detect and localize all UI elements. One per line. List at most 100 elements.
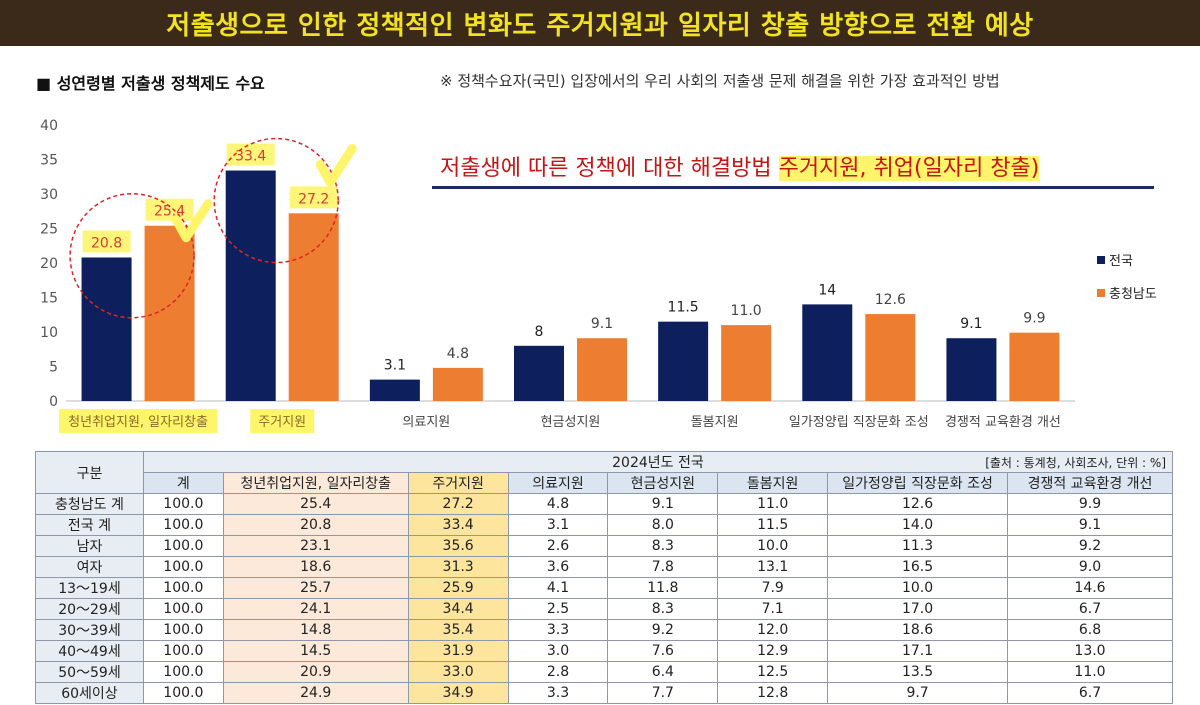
table-cell: 3.0 [507, 640, 609, 662]
y-tick-label: 0 [49, 394, 58, 410]
x-tick-label: 돌봄지원 [691, 415, 739, 430]
data-label: 9.9 [1023, 311, 1045, 327]
check-mark-icon [171, 199, 213, 243]
column-header: 경쟁적 교육환경 개선 [1007, 472, 1173, 494]
table-cell: 100.0 [142, 640, 224, 662]
table-cell: 20.8 [222, 514, 409, 536]
table-cell: 9.1 [607, 493, 719, 515]
table-cell: 3.3 [507, 682, 609, 704]
data-label: 3.1 [384, 358, 406, 374]
table-cell: 100.0 [142, 598, 224, 620]
table-cell: 3.6 [507, 556, 609, 578]
category-highlight [250, 409, 315, 433]
row-label: 20～29세 [35, 598, 144, 620]
category-highlight [59, 409, 218, 433]
data-label: 11.0 [731, 303, 762, 319]
table-cell: 12.8 [717, 682, 829, 704]
table-cell: 4.1 [507, 577, 609, 599]
table-row: 30～39세 100.0 14.8 35.4 3.3 9.2 12.0 18.6 6.8 [35, 619, 1173, 641]
table-cell: 17.1 [827, 640, 1009, 662]
table-body: 충청남도 계 100.0 25.4 27.2 4.8 9.1 11.0 12.6 9.9 전국 계… [35, 493, 1173, 704]
table-group-row: 구분 2024년도 전국 [출처 : 통계청, 사회조사, 단위 : %] [35, 451, 1174, 494]
callout-plain: 저출생에 따른 정책에 대한 해결방법 [440, 156, 779, 181]
header-banner: 저출생으로 인한 정책적인 변화도 주거지원과 일자리 창출 방향으로 전환 예… [0, 0, 1200, 46]
callout-text: 저출생에 따른 정책에 대한 해결방법 주거지원, 취업(일자리 창출) [440, 150, 1040, 182]
data-label: 9.1 [960, 316, 982, 332]
table-cell: 8.3 [607, 598, 719, 620]
table-cell: 6.4 [607, 661, 719, 683]
group-title: 2024년도 전국 [612, 455, 704, 471]
table-cell: 25.4 [222, 493, 409, 515]
y-tick-label: 35 [40, 153, 58, 169]
table-row: 60세이상 100.0 24.9 34.9 3.3 7.7 12.8 9.7 6.7 [35, 682, 1173, 704]
table-cell: 13.1 [717, 556, 829, 578]
bar-national [81, 257, 132, 401]
table-cell: 24.1 [222, 598, 409, 620]
table-cell: 17.0 [827, 598, 1009, 620]
table-cell: 7.6 [607, 640, 719, 662]
table-cell: 4.8 [507, 493, 609, 515]
table-column-row: 계 청년취업지원, 일자리창출 주거지원 의료지원 현금성지원 돌봄지원 일가정양립 직장문… [36, 472, 1173, 494]
bar-national [658, 321, 709, 401]
row-label: 충청남도 계 [35, 493, 144, 515]
row-label: 여자 [35, 556, 144, 578]
table-cell: 11.0 [717, 493, 829, 515]
chart-legend: 전국 충청남도 [1097, 250, 1157, 316]
table-cell: 100.0 [142, 556, 224, 578]
table-cell: 11.3 [827, 535, 1009, 557]
table-cell: 7.8 [607, 556, 719, 578]
table-cell: 100.0 [142, 577, 224, 599]
table-row: 40～49세 100.0 14.5 31.9 3.0 7.6 12.9 17.1 13.0 [35, 640, 1173, 662]
bar-chungnam [1009, 332, 1060, 401]
highlight-circle [69, 192, 195, 319]
legend-label-chungnam: 충청남도 [1109, 287, 1157, 302]
x-tick-label: 일가정양립 직장문화 조성 [789, 415, 929, 430]
data-label: 8 [535, 324, 544, 340]
table-cell: 31.9 [407, 640, 509, 662]
chart-title: ■ 성연령별 저출생 정책제도 수요 [36, 74, 265, 93]
column-header: 주거지원 [407, 472, 509, 494]
x-tick-label: 현금성지원 [541, 415, 601, 430]
table-cell: 9.0 [1007, 556, 1173, 578]
table-cell: 10.0 [827, 577, 1009, 599]
table-cell: 100.0 [142, 535, 224, 557]
table-row: 충청남도 계 100.0 25.4 27.2 4.8 9.1 11.0 12.6 9.9 [35, 493, 1173, 515]
table-cell: 12.6 [827, 493, 1009, 515]
table-cell: 100.0 [142, 661, 224, 683]
table-cell: 12.0 [717, 619, 829, 641]
table-cell: 11.5 [717, 514, 829, 536]
column-header: 현금성지원 [607, 472, 719, 494]
bar-chungnam [432, 367, 483, 401]
table-cell: 11.0 [1007, 661, 1173, 683]
row-label: 30～39세 [35, 619, 144, 641]
data-label-highlight [289, 186, 338, 209]
table-group-header: 2024년도 전국 [출처 : 통계청, 사회조사, 단위 : %] [142, 451, 1174, 473]
bar-national [225, 170, 276, 401]
row-label: 60세이상 [35, 682, 144, 704]
table-cell: 14.8 [222, 619, 409, 641]
table-cell: 13.0 [1007, 640, 1173, 662]
y-tick-label: 25 [40, 222, 58, 238]
row-label: 40～49세 [35, 640, 144, 662]
row-label: 13～19세 [35, 577, 144, 599]
data-label-highlight [226, 143, 275, 166]
callout-underline [432, 186, 1154, 189]
y-tick-label: 30 [40, 187, 58, 203]
table-cell: 2.5 [507, 598, 609, 620]
table-row: 50～59세 100.0 20.9 33.0 2.8 6.4 12.5 13.5 11.0 [35, 661, 1173, 683]
table-cell: 6.8 [1007, 619, 1173, 641]
row-label: 50～59세 [35, 661, 144, 683]
bar-national [369, 379, 420, 401]
table-cell: 31.3 [407, 556, 509, 578]
y-tick-label: 10 [40, 325, 58, 341]
table-cell: 14.0 [827, 514, 1009, 536]
x-tick-label: 의료지원 [402, 415, 450, 430]
legend-item-national: 전국 [1097, 250, 1157, 269]
chart-note: ※ 정책수요자(국민) 입장에서의 우리 사회의 저출생 문제 해결을 위한 가… [440, 72, 1000, 90]
table-cell: 33.4 [407, 514, 509, 536]
table-cell: 33.0 [407, 661, 509, 683]
data-label: 33.4 [235, 149, 266, 165]
data-label: 9.1 [591, 316, 613, 332]
